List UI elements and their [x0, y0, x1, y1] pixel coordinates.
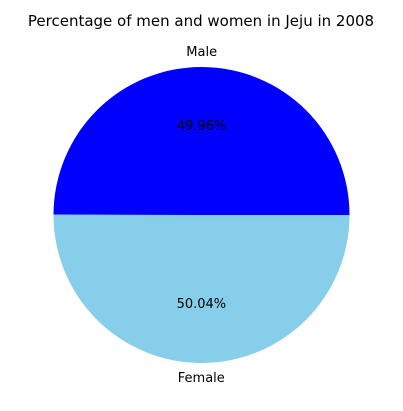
slice-percent-male: 49.96%	[177, 119, 227, 134]
pie-labels: Male 49.96% Female 50.04%	[177, 45, 227, 386]
pie-slices	[53, 67, 350, 364]
slice-label-male: Male	[186, 45, 217, 60]
pie-slice-female	[53, 214, 350, 364]
chart-title: Percentage of men and women in Jeju in 2…	[28, 12, 374, 30]
pie-slice-male	[53, 67, 350, 215]
slice-percent-female: 50.04%	[177, 297, 227, 312]
slice-label-female: Female	[178, 371, 225, 386]
